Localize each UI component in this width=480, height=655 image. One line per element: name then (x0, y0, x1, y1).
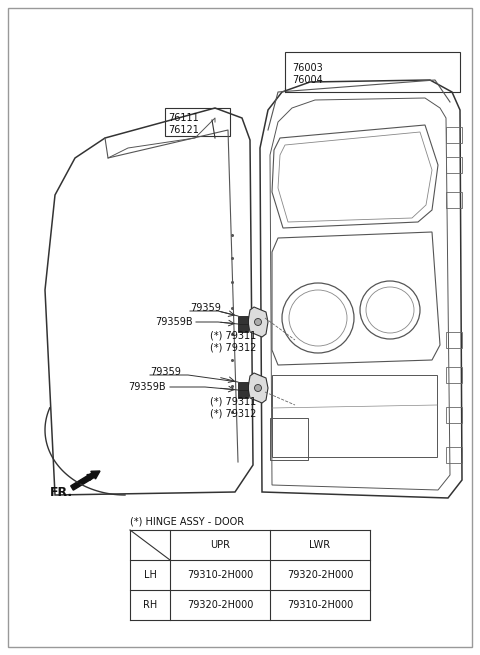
Text: 79359B: 79359B (155, 317, 192, 327)
Text: (*) 79311: (*) 79311 (210, 397, 256, 407)
Polygon shape (248, 307, 268, 337)
Bar (270, 418, 308, 460)
Text: 76121: 76121 (168, 125, 199, 135)
Text: (*) 79312: (*) 79312 (210, 408, 256, 418)
Text: LH: LH (144, 570, 156, 580)
Bar (446, 127, 462, 143)
Text: 79310-2H000: 79310-2H000 (187, 570, 253, 580)
Polygon shape (248, 373, 268, 403)
Text: (*) 79312: (*) 79312 (210, 342, 256, 352)
Bar (165, 108, 230, 136)
Circle shape (254, 384, 262, 392)
Polygon shape (238, 382, 248, 390)
Text: 79359B: 79359B (128, 382, 166, 392)
Text: 79310-2H000: 79310-2H000 (287, 600, 353, 610)
Bar (285, 52, 460, 92)
Text: 76004: 76004 (292, 75, 323, 85)
Text: 79359: 79359 (150, 367, 181, 377)
Polygon shape (238, 324, 248, 332)
Text: FR.: FR. (50, 485, 73, 498)
Text: 79320-2H000: 79320-2H000 (187, 600, 253, 610)
Text: RH: RH (143, 600, 157, 610)
Text: (*) 79311: (*) 79311 (210, 331, 256, 341)
Bar (446, 157, 462, 173)
Text: 79320-2H000: 79320-2H000 (287, 570, 353, 580)
Polygon shape (238, 316, 248, 324)
Text: LWR: LWR (310, 540, 331, 550)
Bar (446, 447, 462, 463)
Bar (446, 332, 462, 348)
FancyArrow shape (71, 471, 100, 490)
Text: 79359: 79359 (190, 303, 221, 313)
Bar (272, 375, 437, 457)
Text: (*) HINGE ASSY - DOOR: (*) HINGE ASSY - DOOR (130, 517, 244, 527)
Bar (446, 407, 462, 423)
Bar (446, 367, 462, 383)
Text: 76003: 76003 (292, 63, 323, 73)
Text: 76111: 76111 (168, 113, 199, 123)
Polygon shape (238, 390, 248, 398)
Circle shape (254, 318, 262, 326)
Text: UPR: UPR (210, 540, 230, 550)
Bar (446, 192, 462, 208)
